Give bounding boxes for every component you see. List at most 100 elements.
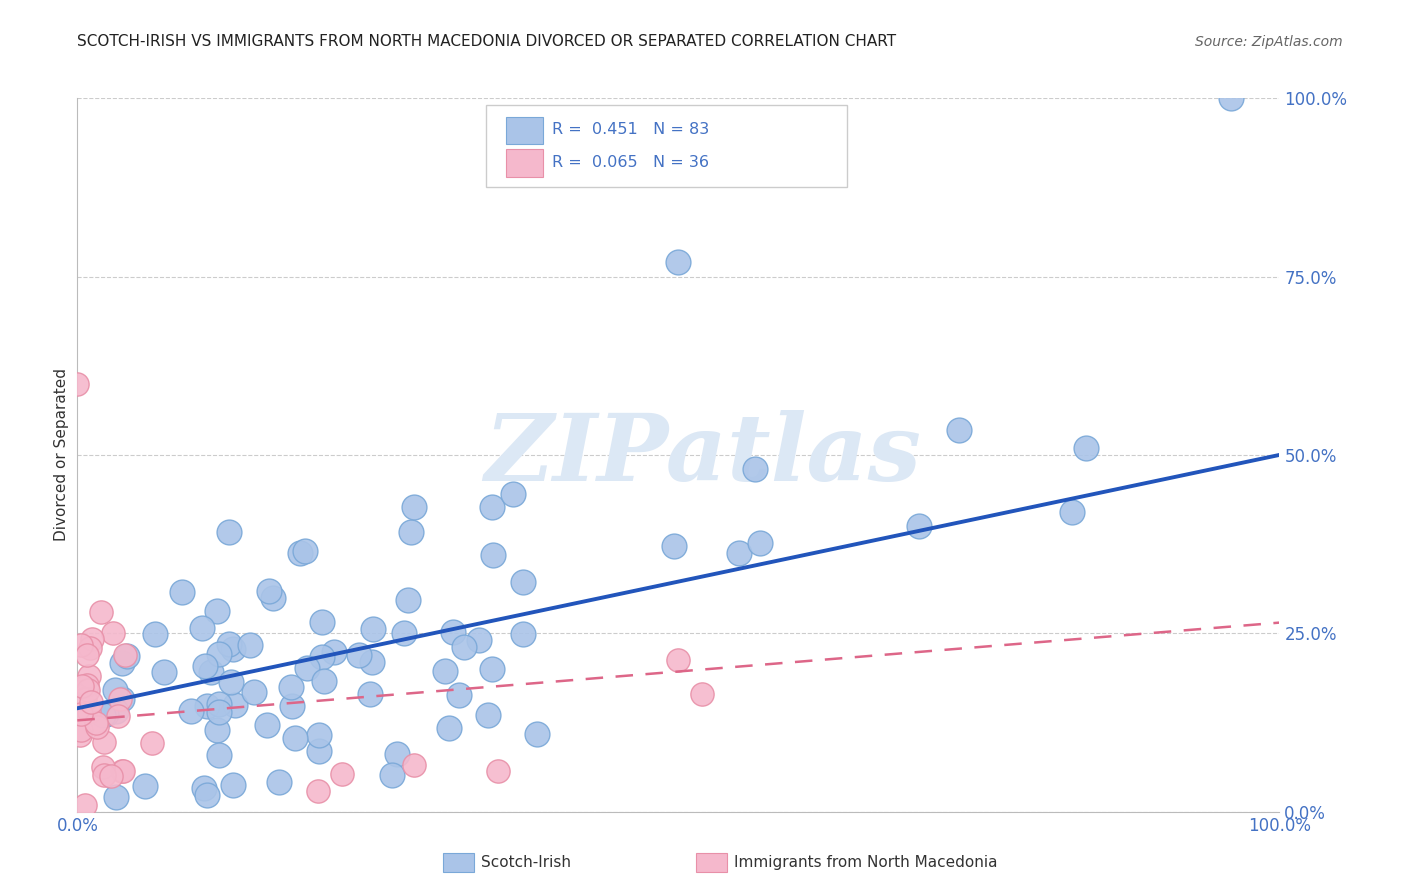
Point: [1062, 505, 1084, 519]
Point: [208, 698, 231, 712]
Point: [134, 779, 156, 793]
Point: [692, 687, 714, 701]
Point: [330, 766, 353, 780]
Point: [208, 647, 231, 661]
Point: [205, 604, 228, 618]
Point: [93, 768, 115, 782]
Point: [314, 673, 336, 688]
Point: [107, 709, 129, 723]
Point: [105, 790, 128, 805]
Point: [79, 669, 101, 683]
Point: [482, 549, 505, 563]
Point: [908, 519, 931, 533]
Point: [396, 593, 419, 607]
Point: [347, 648, 370, 663]
Point: [75, 797, 97, 812]
FancyBboxPatch shape: [506, 150, 543, 177]
Point: [80, 632, 103, 647]
Point: [70, 723, 93, 737]
Point: [242, 685, 264, 699]
Text: SCOTCH-IRISH VS IMMIGRANTS FROM NORTH MACEDONIA DIVORCED OR SEPARATED CORRELATIO: SCOTCH-IRISH VS IMMIGRANTS FROM NORTH MA…: [77, 34, 897, 49]
Point: [486, 764, 509, 778]
Point: [449, 688, 471, 702]
Point: [381, 767, 404, 781]
Point: [311, 649, 333, 664]
Point: [433, 664, 456, 678]
Point: [111, 764, 134, 778]
FancyBboxPatch shape: [506, 117, 543, 144]
Point: [76, 678, 98, 692]
Point: [257, 584, 280, 599]
Point: [73, 692, 96, 706]
Point: [288, 546, 311, 560]
Point: [200, 665, 222, 680]
Point: [402, 500, 425, 514]
Point: [256, 718, 278, 732]
Point: [218, 524, 240, 539]
Point: [152, 665, 174, 680]
Point: [948, 423, 970, 437]
Point: [502, 486, 524, 500]
Point: [222, 778, 245, 792]
Point: [481, 500, 503, 515]
Point: [477, 708, 499, 723]
Text: Immigrants from North Macedonia: Immigrants from North Macedonia: [734, 855, 997, 870]
Point: [79, 705, 101, 719]
Point: [195, 788, 218, 802]
Point: [84, 716, 107, 731]
Point: [195, 698, 218, 713]
Text: Scotch-Irish: Scotch-Irish: [481, 855, 571, 870]
Point: [727, 546, 749, 560]
Point: [208, 747, 231, 762]
FancyBboxPatch shape: [486, 105, 846, 187]
Point: [219, 675, 242, 690]
Point: [401, 524, 423, 539]
Point: [453, 640, 475, 654]
Point: [205, 723, 228, 737]
Point: [307, 784, 329, 798]
Text: Source: ZipAtlas.com: Source: ZipAtlas.com: [1195, 35, 1343, 49]
Point: [441, 625, 464, 640]
Point: [143, 627, 166, 641]
Point: [468, 633, 491, 648]
Point: [90, 605, 112, 619]
Point: [70, 679, 93, 693]
Point: [1076, 442, 1098, 456]
Point: [402, 758, 425, 772]
Point: [117, 648, 139, 663]
Point: [664, 539, 686, 553]
Point: [86, 720, 108, 734]
Point: [79, 641, 101, 656]
Point: [526, 727, 548, 741]
Point: [294, 544, 316, 558]
Point: [295, 661, 318, 675]
Point: [360, 655, 382, 669]
Point: [111, 657, 134, 671]
Text: R =  0.451   N = 83: R = 0.451 N = 83: [553, 122, 710, 137]
Point: [93, 735, 115, 749]
Point: [749, 536, 772, 550]
Point: [190, 621, 212, 635]
Point: [180, 704, 202, 718]
Point: [141, 735, 163, 749]
Point: [512, 626, 534, 640]
Point: [361, 622, 384, 636]
Point: [77, 682, 100, 697]
Point: [308, 728, 330, 742]
Point: [70, 706, 93, 721]
Point: [108, 692, 131, 706]
Point: [218, 637, 240, 651]
Point: [114, 648, 136, 662]
Point: [66, 376, 89, 391]
Point: [194, 659, 217, 673]
Point: [284, 731, 307, 746]
Point: [94, 706, 117, 721]
Point: [170, 585, 193, 599]
Point: [392, 626, 415, 640]
Y-axis label: Divorced or Separated: Divorced or Separated: [53, 368, 69, 541]
Point: [239, 638, 262, 652]
Point: [1220, 91, 1243, 105]
Point: [512, 575, 534, 590]
Point: [79, 695, 101, 709]
Point: [208, 705, 231, 719]
